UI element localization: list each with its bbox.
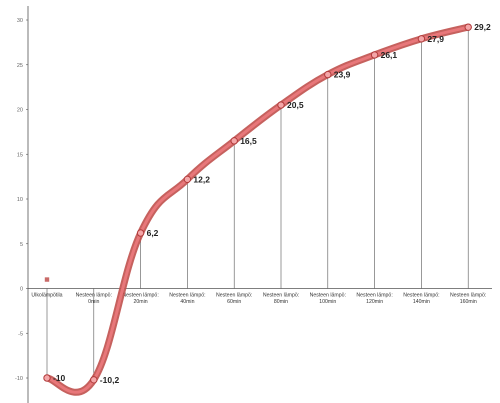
data-point-marker — [324, 70, 332, 79]
data-label: 20,5 — [287, 100, 304, 110]
x-category-label: Nesteen lämpö: 60min — [216, 293, 252, 306]
y-tick-label: 0 — [20, 287, 23, 293]
data-label: 6,2 — [147, 228, 159, 238]
y-axis: -10 -5 0 5 10 15 20 25 30 — [15, 6, 29, 403]
data-label: 27,9 — [427, 34, 444, 44]
x-category-label: Nesteen lämpö: 20min — [122, 293, 158, 306]
data-label: 26,1 — [381, 50, 398, 60]
data-label: 23,9 — [334, 70, 351, 80]
x-category-label: Nesteen lämpö: 40min — [169, 293, 205, 306]
y-tick-label: 30 — [17, 18, 23, 24]
series-line-inner — [45, 25, 470, 394]
data-point-marker — [90, 376, 98, 384]
data-label: 29,2 — [474, 22, 491, 32]
x-category-label-line: Nesteen lämpö: — [263, 293, 299, 299]
x-category-label-line: 80min — [274, 299, 288, 305]
x-category-label-line: 160min — [460, 299, 477, 305]
y-tick-label: 15 — [17, 152, 23, 158]
data-point-marker — [43, 374, 51, 382]
x-category-label: Nesteen lämpö: 140min — [403, 293, 439, 306]
markers-group — [43, 23, 472, 384]
data-labels-group: -10 -10,2 6,2 12,2 16,5 20,5 23,9 26,1 27,9 29,2 — [53, 22, 491, 385]
y-tick-label: -5 — [18, 331, 23, 337]
data-point-marker — [417, 35, 426, 43]
x-category-label: Nesteen lämpö: 160min — [450, 293, 486, 306]
series-line-group — [43, 23, 472, 396]
x-category-label-line: 40min — [180, 299, 194, 305]
x-category-label-line: Nesteen lämpö: — [450, 293, 486, 299]
extra-point-marker — [44, 277, 50, 282]
data-label: 16,5 — [240, 136, 257, 146]
x-category-label-line: 100min — [319, 299, 336, 305]
y-tick-label: -10 — [15, 376, 23, 382]
data-point-marker — [230, 137, 238, 145]
y-tick-label: 20 — [17, 108, 23, 114]
x-category-label: Nesteen lämpö: 120min — [356, 293, 392, 306]
x-category-label: Nesteen lämpö: 80min — [263, 293, 299, 306]
x-category-label-line: Nesteen lämpö: — [169, 293, 205, 299]
data-point-marker — [370, 51, 379, 59]
y-tick-label: 5 — [20, 242, 23, 248]
data-label: 12,2 — [193, 174, 210, 184]
x-category-label-line: Nesteen lämpö: — [216, 293, 252, 299]
data-point-marker — [136, 229, 145, 237]
y-tick-label: 10 — [17, 197, 23, 203]
x-category-label-line: 120min — [366, 299, 383, 305]
x-category-label-line: 140min — [413, 299, 430, 305]
x-category-label-line: 20min — [134, 299, 148, 305]
data-point-marker — [183, 175, 192, 184]
x-category-label-line: 60min — [227, 299, 241, 305]
drop-lines — [46, 27, 469, 380]
data-point-marker — [277, 101, 285, 109]
x-category-label-line: Nesteen lämpö: — [403, 293, 439, 299]
data-point-marker — [464, 23, 472, 31]
x-category-label-line: Nesteen lämpö: — [122, 293, 158, 299]
data-label: -10,2 — [100, 375, 120, 385]
x-category-label: Nesteen lämpö: 100min — [310, 293, 346, 306]
x-category-label-line: Nesteen lämpö: — [356, 293, 392, 299]
x-category-label-line: Nesteen lämpö: — [310, 293, 346, 299]
data-label: -10 — [53, 373, 66, 383]
y-tick-label: 25 — [17, 63, 23, 69]
